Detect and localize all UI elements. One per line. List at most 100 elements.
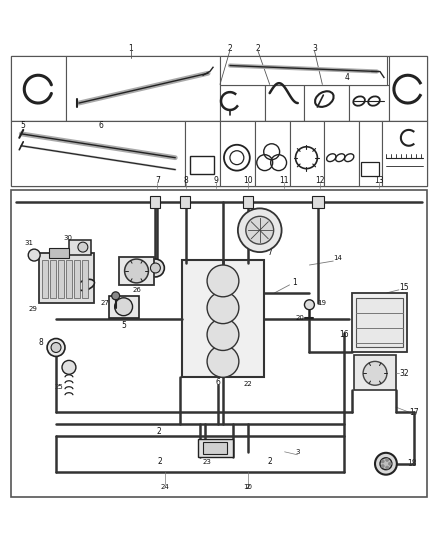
Bar [255, 121, 290, 185]
Bar [349, 85, 389, 121]
Text: 15: 15 [399, 284, 409, 293]
Circle shape [150, 263, 160, 273]
Text: 9: 9 [214, 176, 219, 185]
Text: 16: 16 [339, 330, 349, 339]
Text: 26: 26 [132, 287, 141, 293]
Bar [304, 85, 349, 121]
Text: 2: 2 [267, 457, 272, 466]
Bar [361, 161, 379, 175]
Bar [69, 240, 91, 255]
Bar [58, 260, 64, 298]
Circle shape [146, 259, 164, 277]
Bar [150, 197, 160, 208]
Bar [359, 121, 382, 185]
Bar [220, 121, 255, 185]
Text: 2: 2 [228, 44, 232, 53]
Bar [119, 257, 155, 285]
Circle shape [386, 466, 389, 469]
Text: 6: 6 [98, 122, 103, 131]
Circle shape [375, 453, 397, 475]
Text: 3: 3 [312, 44, 317, 53]
Text: 17: 17 [409, 408, 419, 417]
Circle shape [207, 265, 239, 297]
Circle shape [51, 343, 61, 352]
Text: 13: 13 [374, 176, 384, 185]
Text: 7: 7 [155, 176, 160, 185]
Bar [203, 442, 227, 454]
Circle shape [78, 242, 88, 252]
Circle shape [112, 292, 120, 300]
Circle shape [389, 462, 392, 465]
Text: 23: 23 [203, 459, 212, 465]
Bar [50, 260, 56, 298]
Text: 27: 27 [100, 300, 109, 306]
Bar [11, 121, 185, 185]
Circle shape [207, 345, 239, 377]
Text: 2: 2 [158, 457, 163, 466]
Text: 7: 7 [267, 248, 272, 256]
Circle shape [115, 298, 133, 316]
Text: 24: 24 [161, 483, 170, 490]
Bar [82, 260, 88, 298]
Bar [352, 293, 407, 352]
Text: 22: 22 [244, 381, 252, 387]
Circle shape [380, 458, 392, 470]
Text: 8: 8 [39, 338, 43, 347]
Bar [265, 85, 304, 121]
Bar [66, 260, 72, 298]
Bar [109, 296, 138, 318]
Bar [243, 197, 253, 208]
Text: 3: 3 [295, 449, 300, 455]
Circle shape [246, 216, 274, 244]
Bar [66, 56, 220, 121]
Bar [182, 260, 264, 377]
Circle shape [386, 458, 389, 462]
Bar [11, 190, 427, 497]
Bar [190, 156, 214, 174]
Text: 32: 32 [399, 369, 409, 378]
Bar [74, 260, 80, 298]
Text: 2: 2 [255, 44, 260, 53]
Text: 11: 11 [279, 176, 288, 185]
Text: 14: 14 [333, 255, 342, 261]
Bar [11, 56, 427, 121]
Text: 5: 5 [21, 122, 26, 131]
Text: 19: 19 [317, 300, 326, 306]
Bar [290, 121, 324, 185]
Bar [39, 253, 94, 303]
Circle shape [207, 292, 239, 324]
Text: 10: 10 [244, 483, 252, 490]
Text: 30: 30 [64, 235, 72, 241]
Text: 6: 6 [215, 378, 220, 387]
Bar [389, 56, 427, 121]
Text: 1: 1 [292, 278, 297, 287]
Circle shape [28, 249, 40, 261]
Bar [312, 197, 324, 208]
Bar [198, 439, 233, 457]
Text: 25: 25 [55, 384, 64, 390]
Text: 5: 5 [121, 321, 126, 330]
Bar [180, 197, 190, 208]
Ellipse shape [77, 279, 95, 290]
Bar [11, 121, 427, 185]
Text: 4: 4 [345, 73, 350, 82]
Circle shape [304, 300, 314, 310]
Text: 12: 12 [316, 176, 325, 185]
Circle shape [207, 319, 239, 351]
Circle shape [47, 338, 65, 357]
Circle shape [381, 465, 384, 467]
Text: 20: 20 [295, 314, 304, 321]
Bar [185, 121, 220, 185]
Bar [354, 356, 396, 390]
Circle shape [381, 460, 384, 463]
Text: 2: 2 [246, 483, 250, 490]
Text: 31: 31 [25, 240, 34, 246]
Bar [356, 298, 403, 348]
Circle shape [124, 259, 148, 283]
Bar [382, 121, 427, 185]
Bar [324, 121, 359, 185]
Bar [220, 56, 387, 85]
Text: 21: 21 [144, 275, 153, 281]
Text: 18: 18 [407, 459, 417, 469]
Bar [11, 56, 66, 121]
